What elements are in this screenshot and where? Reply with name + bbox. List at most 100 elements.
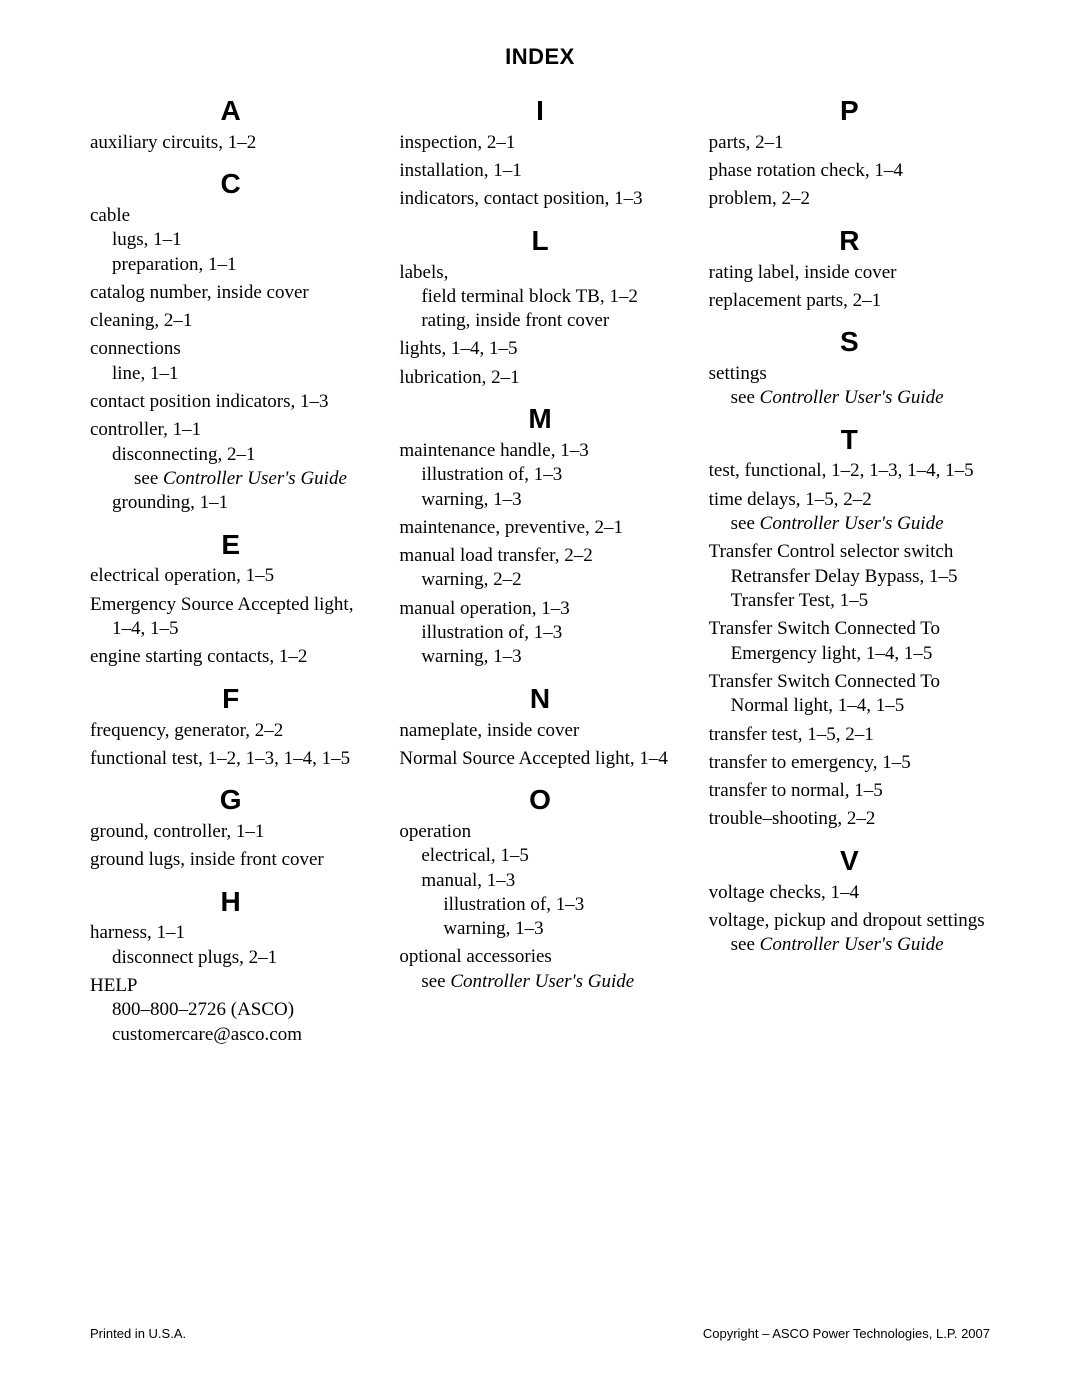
index-entry-line: Emergency light, 1–4, 1–5 (709, 642, 990, 666)
index-entry-line: voltage checks, 1–4 (709, 881, 990, 905)
index-entry-line: Emergency Source Accepted light, (90, 593, 371, 617)
footer-left: Printed in U.S.A. (90, 1326, 186, 1341)
index-entry-line: ground, controller, 1–1 (90, 820, 371, 844)
index-columns: Aauxiliary circuits, 1–2Ccablelugs, 1–1p… (90, 96, 990, 1357)
index-entry-line: ground lugs, inside front cover (90, 848, 371, 872)
index-entry-line: inspection, 2–1 (399, 131, 680, 155)
index-entry: indicators, contact position, 1–3 (399, 187, 680, 211)
index-entry-line: illustration of, 1–3 (399, 463, 680, 487)
index-section-letter: M (399, 404, 680, 435)
index-entry: manual operation, 1–3illustration of, 1–… (399, 597, 680, 670)
index-section-letter: I (399, 96, 680, 127)
index-section-letter: E (90, 530, 371, 561)
index-entry: ground lugs, inside front cover (90, 848, 371, 872)
index-entry-line: preparation, 1–1 (90, 253, 371, 277)
index-entry: manual load transfer, 2–2warning, 2–2 (399, 544, 680, 593)
index-entry-line: frequency, generator, 2–2 (90, 719, 371, 743)
index-entry-line: test, functional, 1–2, 1–3, 1–4, 1–5 (709, 459, 990, 483)
see-reference: Controller User's Guide (760, 387, 944, 408)
index-entry: electrical operation, 1–5 (90, 564, 371, 588)
index-section-letter: S (709, 327, 990, 358)
index-entry-line: catalog number, inside cover (90, 281, 371, 305)
index-entry-line: voltage, pickup and dropout settings (709, 909, 990, 933)
index-entry-line: manual, 1–3 (399, 869, 680, 893)
index-entry: phase rotation check, 1–4 (709, 159, 990, 183)
index-entry: parts, 2–1 (709, 131, 990, 155)
index-entry-line: settings (709, 362, 990, 386)
index-entry: engine starting contacts, 1–2 (90, 645, 371, 669)
index-entry-line: manual operation, 1–3 (399, 597, 680, 621)
index-entry-line: cable (90, 204, 371, 228)
index-entry: installation, 1–1 (399, 159, 680, 183)
index-entry-line: electrical operation, 1–5 (90, 564, 371, 588)
index-entry: voltage, pickup and dropout settingssee … (709, 909, 990, 958)
index-entry: lubrication, 2–1 (399, 366, 680, 390)
index-entry: HELP800–800–2726 (ASCO)customercare@asco… (90, 974, 371, 1047)
index-entry-line: nameplate, inside cover (399, 719, 680, 743)
index-entry: cablelugs, 1–1preparation, 1–1 (90, 204, 371, 277)
index-entry-line: Transfer Control selector switch (709, 540, 990, 564)
index-entry: trouble–shooting, 2–2 (709, 807, 990, 831)
index-entry-line: 800–800–2726 (ASCO) (90, 998, 371, 1022)
index-entry: problem, 2–2 (709, 187, 990, 211)
index-section-letter: T (709, 425, 990, 456)
index-entry-line: disconnecting, 2–1 (90, 443, 371, 467)
index-section-letter: G (90, 785, 371, 816)
index-entry-line: Transfer Test, 1–5 (709, 589, 990, 613)
index-entry-line: optional accessories (399, 945, 680, 969)
index-entry-line: warning, 1–3 (399, 917, 680, 941)
index-entry: nameplate, inside cover (399, 719, 680, 743)
index-entry: maintenance handle, 1–3illustration of, … (399, 439, 680, 512)
index-entry-line: grounding, 1–1 (90, 491, 371, 515)
index-entry-line: transfer to normal, 1–5 (709, 779, 990, 803)
index-entry-line: parts, 2–1 (709, 131, 990, 155)
index-entry-line: trouble–shooting, 2–2 (709, 807, 990, 831)
index-entry-line: transfer to emergency, 1–5 (709, 751, 990, 775)
index-entry-line: HELP (90, 974, 371, 998)
index-section-letter: O (399, 785, 680, 816)
index-entry: cleaning, 2–1 (90, 309, 371, 333)
index-entry-line: Normal Source Accepted light, 1–4 (399, 747, 680, 771)
index-entry-line: auxiliary circuits, 1–2 (90, 131, 371, 155)
index-entry: rating label, inside cover (709, 261, 990, 285)
index-entry: functional test, 1–2, 1–3, 1–4, 1–5 (90, 747, 371, 771)
index-section-letter: A (90, 96, 371, 127)
index-entry-line: indicators, contact position, 1–3 (399, 187, 680, 211)
footer: Printed in U.S.A. Copyright – ASCO Power… (90, 1326, 990, 1341)
index-entry-line: illustration of, 1–3 (399, 621, 680, 645)
page-title: INDEX (90, 44, 990, 70)
index-entry-line: line, 1–1 (90, 362, 371, 386)
index-entry-line: see Controller User's Guide (709, 386, 990, 410)
index-entry-line: Transfer Switch Connected To (709, 670, 990, 694)
index-entry-line: see Controller User's Guide (709, 512, 990, 536)
index-entry: settingssee Controller User's Guide (709, 362, 990, 411)
index-entry: maintenance, preventive, 2–1 (399, 516, 680, 540)
index-entry-line: labels, (399, 261, 680, 285)
index-entry-line: installation, 1–1 (399, 159, 680, 183)
index-entry: ground, controller, 1–1 (90, 820, 371, 844)
see-reference: Controller User's Guide (760, 513, 944, 534)
index-entry-line: customercare@asco.com (90, 1023, 371, 1047)
index-column: Iinspection, 2–1 installation, 1–1 indicat… (399, 96, 680, 1357)
index-section-letter: P (709, 96, 990, 127)
index-entry-line: warning, 2–2 (399, 568, 680, 592)
index-entry: contact position indicators, 1–3 (90, 390, 371, 414)
index-entry-line: maintenance, preventive, 2–1 (399, 516, 680, 540)
index-entry-line: engine starting contacts, 1–2 (90, 645, 371, 669)
index-entry: transfer to emergency, 1–5 (709, 751, 990, 775)
index-entry-line: maintenance handle, 1–3 (399, 439, 680, 463)
index-entry-line: see Controller User's Guide (90, 467, 371, 491)
index-entry: lights, 1–4, 1–5 (399, 337, 680, 361)
index-entry-line: problem, 2–2 (709, 187, 990, 211)
index-entry: auxiliary circuits, 1–2 (90, 131, 371, 155)
index-entry-line: contact position indicators, 1–3 (90, 390, 371, 414)
index-entry-line: controller, 1–1 (90, 418, 371, 442)
index-entry: operationelectrical, 1–5manual, 1–3illus… (399, 820, 680, 942)
see-reference: Controller User's Guide (760, 934, 944, 955)
index-entry-line: see Controller User's Guide (399, 970, 680, 994)
index-entry-line: Normal light, 1–4, 1–5 (709, 694, 990, 718)
index-entry: Emergency Source Accepted light,1–4, 1–5 (90, 593, 371, 642)
index-entry: transfer to normal, 1–5 (709, 779, 990, 803)
index-entry: Transfer Control selector switchRetransf… (709, 540, 990, 613)
index-entry: Transfer Switch Connected ToEmergency li… (709, 617, 990, 666)
